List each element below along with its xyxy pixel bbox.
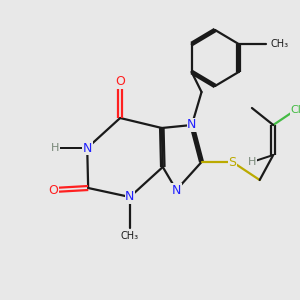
Text: Cl: Cl	[290, 105, 300, 115]
Text: S: S	[229, 155, 236, 169]
Text: N: N	[125, 190, 134, 203]
Text: H: H	[248, 157, 256, 167]
Text: N: N	[187, 118, 196, 131]
Text: CH₃: CH₃	[121, 231, 139, 241]
Text: CH₃: CH₃	[271, 39, 289, 49]
Text: O: O	[115, 76, 125, 88]
Text: O: O	[48, 184, 58, 196]
Text: N: N	[82, 142, 92, 154]
Text: N: N	[172, 184, 181, 196]
Text: H: H	[51, 143, 59, 153]
